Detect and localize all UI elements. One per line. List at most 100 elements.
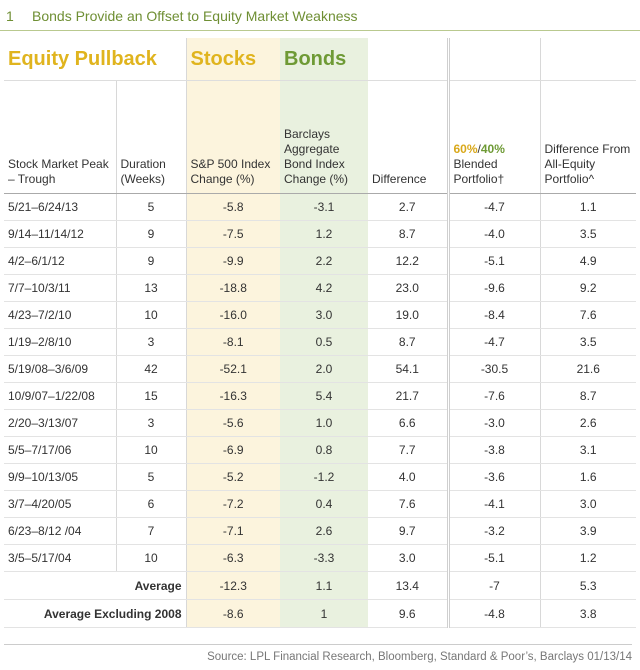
average-row: Average Excluding 2008 -8.6 1 9.6 -4.8 3.8 — [4, 599, 636, 628]
ratio: 60% — [453, 142, 478, 156]
cell: -3.2 — [448, 517, 541, 545]
cell: 4.9 — [540, 247, 636, 275]
cell: 23.0 — [368, 274, 450, 302]
cell: -7.1 — [186, 517, 280, 545]
group-header: Stocks — [186, 38, 280, 81]
cell: 2.7 — [368, 193, 450, 221]
average-cell: 3.8 — [540, 599, 636, 628]
cell: 19.0 — [368, 301, 450, 329]
column-header: Barclays Aggregate Bond Index Change (%) — [280, 80, 368, 194]
cell: 1.6 — [540, 463, 636, 491]
cell: 0.5 — [280, 328, 368, 356]
cell: 2.0 — [280, 355, 368, 383]
cell: -7.5 — [186, 220, 280, 248]
cell: -3.8 — [448, 436, 541, 464]
cell: 6.6 — [368, 409, 450, 437]
column-header: Difference From All-Equity Portfolio^ — [540, 80, 636, 194]
cell: 8.7 — [368, 328, 450, 356]
table-body: 5/21–6/24/13 5 -5.8 -3.1 2.7 -4.7 1.1 9/14–11/1… — [4, 193, 636, 628]
average-cell: -8.6 — [186, 599, 280, 628]
cell: 1.2 — [540, 544, 636, 572]
cell: 9/9–10/13/05 — [4, 463, 117, 491]
cell: -3.0 — [448, 409, 541, 437]
cell: -4.7 — [448, 193, 541, 221]
average-cell: -12.3 — [186, 571, 280, 600]
cell: -3.6 — [448, 463, 541, 491]
cell: 42 — [116, 355, 187, 383]
cell: 5/19/08–3/6/09 — [4, 355, 117, 383]
cell: -16.0 — [186, 301, 280, 329]
cell: 8.7 — [368, 220, 450, 248]
ratio: 40% — [480, 142, 505, 156]
cell: 9.2 — [540, 274, 636, 302]
table-row: 9/14–11/14/12 9 -7.5 1.2 8.7 -4.0 3.5 — [4, 220, 636, 248]
cell: 3.9 — [540, 517, 636, 545]
average-label: Average Excluding 2008 — [4, 599, 187, 628]
cell: 10 — [116, 301, 187, 329]
cell: -6.9 — [186, 436, 280, 464]
cell: -5.2 — [186, 463, 280, 491]
cell: -5.1 — [448, 544, 541, 572]
average-cell: -4.8 — [448, 599, 541, 628]
figure-number: 1 — [6, 8, 14, 24]
cell: -5.6 — [186, 409, 280, 437]
cell: 54.1 — [368, 355, 450, 383]
cell: 7.6 — [368, 490, 450, 518]
cell: 5 — [116, 463, 187, 491]
cell: 3/5–5/17/04 — [4, 544, 117, 572]
cell: 10 — [116, 436, 187, 464]
cell: -3.3 — [280, 544, 368, 572]
cell: 2.2 — [280, 247, 368, 275]
table-row: 5/19/08–3/6/09 42 -52.1 2.0 54.1 -30.5 21.6 — [4, 355, 636, 383]
table-row: 2/20–3/13/07 3 -5.6 1.0 6.6 -3.0 2.6 — [4, 409, 636, 437]
average-cell: 13.4 — [368, 571, 450, 600]
cell: 3 — [116, 328, 187, 356]
cell: -8.4 — [448, 301, 541, 329]
cell: 3 — [116, 409, 187, 437]
cell: 21.7 — [368, 382, 450, 410]
cell: 9 — [116, 247, 187, 275]
cell: -16.3 — [186, 382, 280, 410]
source-note: Source: LPL Financial Research, Bloomber… — [4, 644, 632, 663]
cell: 4/23–7/2/10 — [4, 301, 117, 329]
column-header: S&P 500 Index Change (%) — [186, 80, 280, 194]
cell: 7 — [116, 517, 187, 545]
table-row: 5/5–7/17/06 10 -6.9 0.8 7.7 -3.8 3.1 — [4, 436, 636, 464]
cell: 10 — [116, 544, 187, 572]
table-row: 4/23–7/2/10 10 -16.0 3.0 19.0 -8.4 7.6 — [4, 301, 636, 329]
cell: -1.2 — [280, 463, 368, 491]
average-label: Average — [4, 571, 187, 600]
table-row: 6/23–8/12 /04 7 -7.1 2.6 9.7 -3.2 3.9 — [4, 517, 636, 545]
cell: 2.6 — [540, 409, 636, 437]
cell: -6.3 — [186, 544, 280, 572]
table-row: 1/19–2/8/10 3 -8.1 0.5 8.7 -4.7 3.5 — [4, 328, 636, 356]
cell: -52.1 — [186, 355, 280, 383]
cell: 8.7 — [540, 382, 636, 410]
group-header: Bonds — [280, 38, 368, 81]
cell: 0.4 — [280, 490, 368, 518]
cell: 13 — [116, 274, 187, 302]
cell: 1.2 — [280, 220, 368, 248]
cell: 4.2 — [280, 274, 368, 302]
data-table: Equity Pullback Stocks Bonds Stock Marke… — [4, 38, 636, 628]
table-row: 4/2–6/1/12 9 -9.9 2.2 12.2 -5.1 4.9 — [4, 247, 636, 275]
cell: 3.5 — [540, 328, 636, 356]
cell: 10/9/07–1/22/08 — [4, 382, 117, 410]
cell: 1/19–2/8/10 — [4, 328, 117, 356]
cell: 7/7–10/3/11 — [4, 274, 117, 302]
column-header: Difference — [368, 80, 450, 194]
ratio-slash: / — [477, 142, 481, 156]
average-cell: 5.3 — [540, 571, 636, 600]
group-header: Equity Pullback — [4, 38, 187, 81]
average-cell: -7 — [448, 571, 541, 600]
column-header: Duration (Weeks) — [116, 80, 187, 194]
cell: -7.2 — [186, 490, 280, 518]
cell: 6/23–8/12 /04 — [4, 517, 117, 545]
average-row: Average -12.3 1.1 13.4 -7 5.3 — [4, 571, 636, 600]
cell: 2/20–3/13/07 — [4, 409, 117, 437]
table-row: 9/9–10/13/05 5 -5.2 -1.2 4.0 -3.6 1.6 — [4, 463, 636, 491]
cell: -8.1 — [186, 328, 280, 356]
cell: 4.0 — [368, 463, 450, 491]
cell: -4.0 — [448, 220, 541, 248]
